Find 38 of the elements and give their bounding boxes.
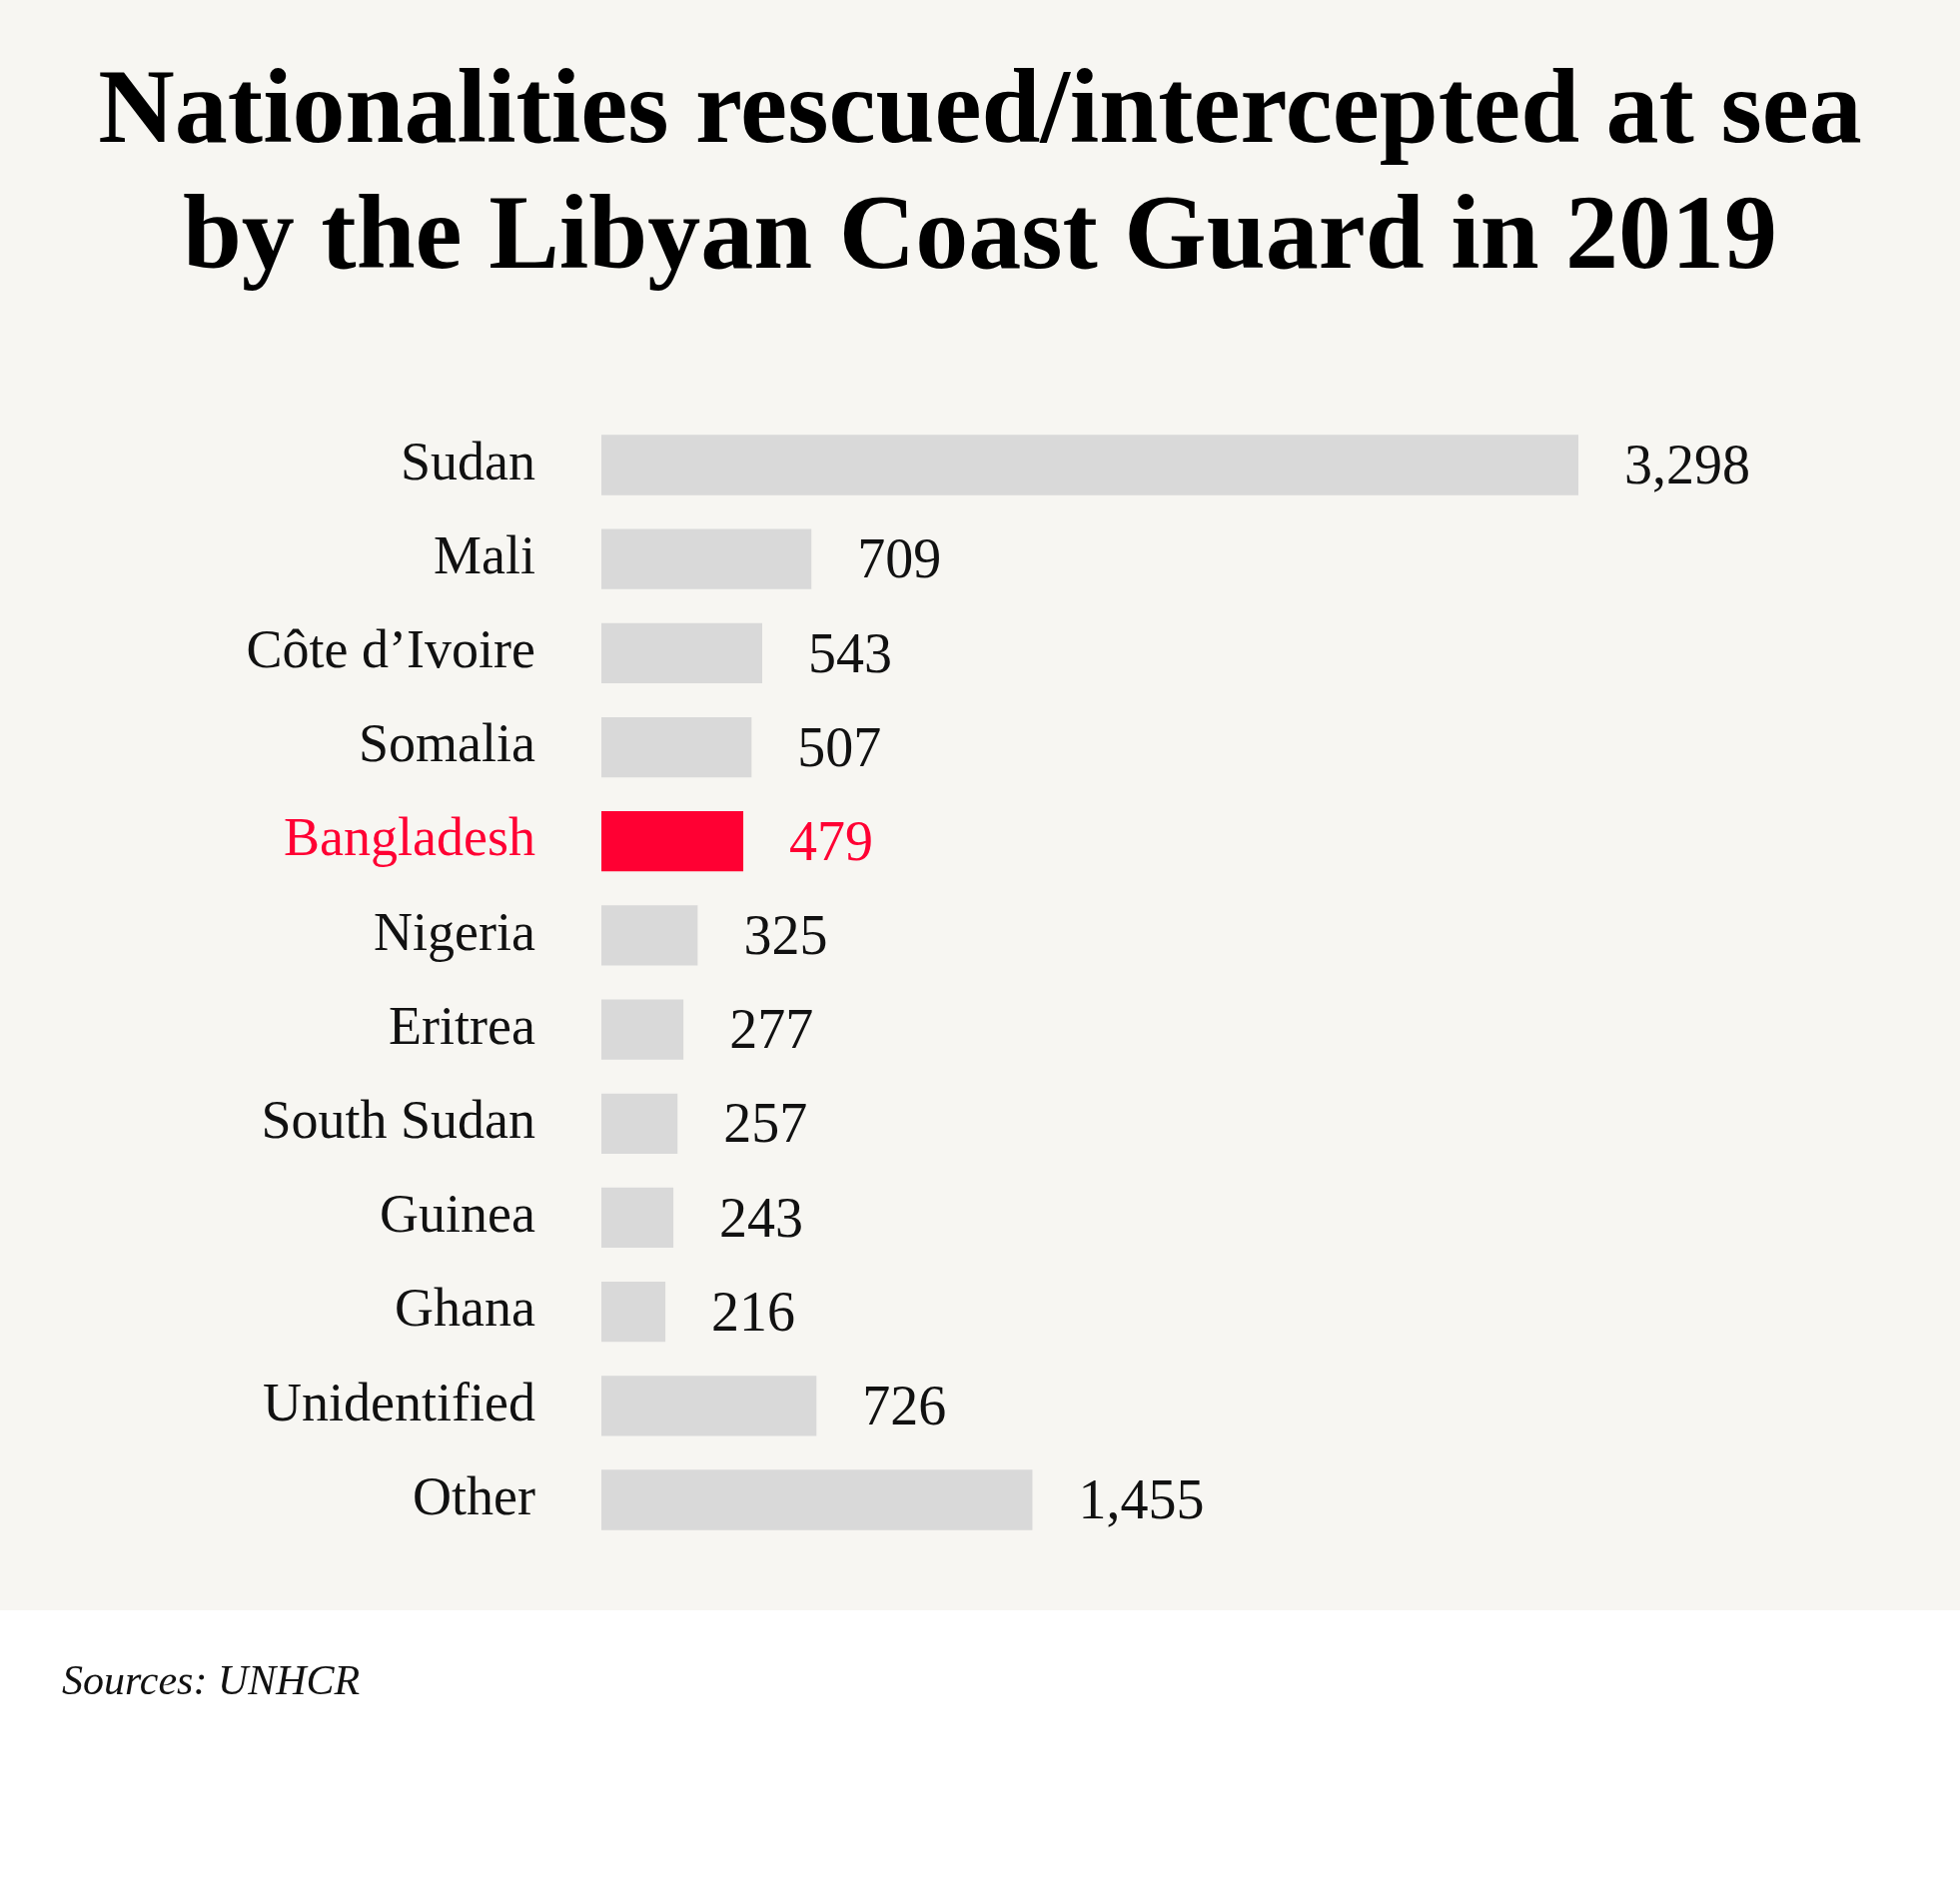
- bar: [601, 1469, 1033, 1530]
- y-tick-label: South Sudan: [261, 1089, 535, 1150]
- data-label: 216: [711, 1280, 796, 1343]
- data-label: 726: [862, 1375, 947, 1437]
- data-label: 3,298: [1624, 434, 1750, 496]
- y-tick-label: Mali: [434, 524, 535, 585]
- y-tick-label: Unidentified: [263, 1372, 535, 1432]
- y-tick-label: Sudan: [401, 431, 535, 491]
- data-label: 325: [743, 904, 828, 967]
- y-tick-label: Nigeria: [374, 901, 536, 962]
- data-label: 277: [729, 998, 814, 1061]
- data-label: 1,455: [1078, 1468, 1205, 1531]
- bar: [601, 905, 698, 966]
- bar: [601, 1093, 678, 1154]
- bar: [601, 622, 763, 683]
- data-label: 543: [808, 621, 893, 684]
- y-tick-label: Côte d’Ivoire: [246, 619, 535, 680]
- bar: [601, 1282, 666, 1343]
- data-label: 479: [789, 809, 874, 872]
- y-tick-label: Somalia: [359, 713, 536, 774]
- bar: [601, 811, 744, 872]
- y-tick-label: Guinea: [380, 1184, 536, 1245]
- bar: [601, 1376, 817, 1436]
- y-tick-label: Other: [413, 1465, 536, 1526]
- data-label: 257: [723, 1092, 808, 1155]
- data-label: 507: [797, 715, 882, 778]
- source-note: Sources: UNHCR: [62, 1656, 361, 1704]
- bar: [601, 435, 1578, 495]
- bar: [601, 1187, 674, 1249]
- bar: [601, 999, 684, 1060]
- data-label: 243: [719, 1186, 804, 1249]
- y-tick-label: Eritrea: [389, 995, 536, 1056]
- data-label: 709: [857, 527, 942, 590]
- y-tick-label: Ghana: [395, 1278, 536, 1339]
- chart-title: Nationalities rescued/intercepted at sea by the Libyan Coast Guard in 2019: [97, 47, 1863, 293]
- y-tick-label: Bangladesh: [284, 807, 535, 868]
- bar: [601, 716, 752, 778]
- bar: [601, 528, 812, 589]
